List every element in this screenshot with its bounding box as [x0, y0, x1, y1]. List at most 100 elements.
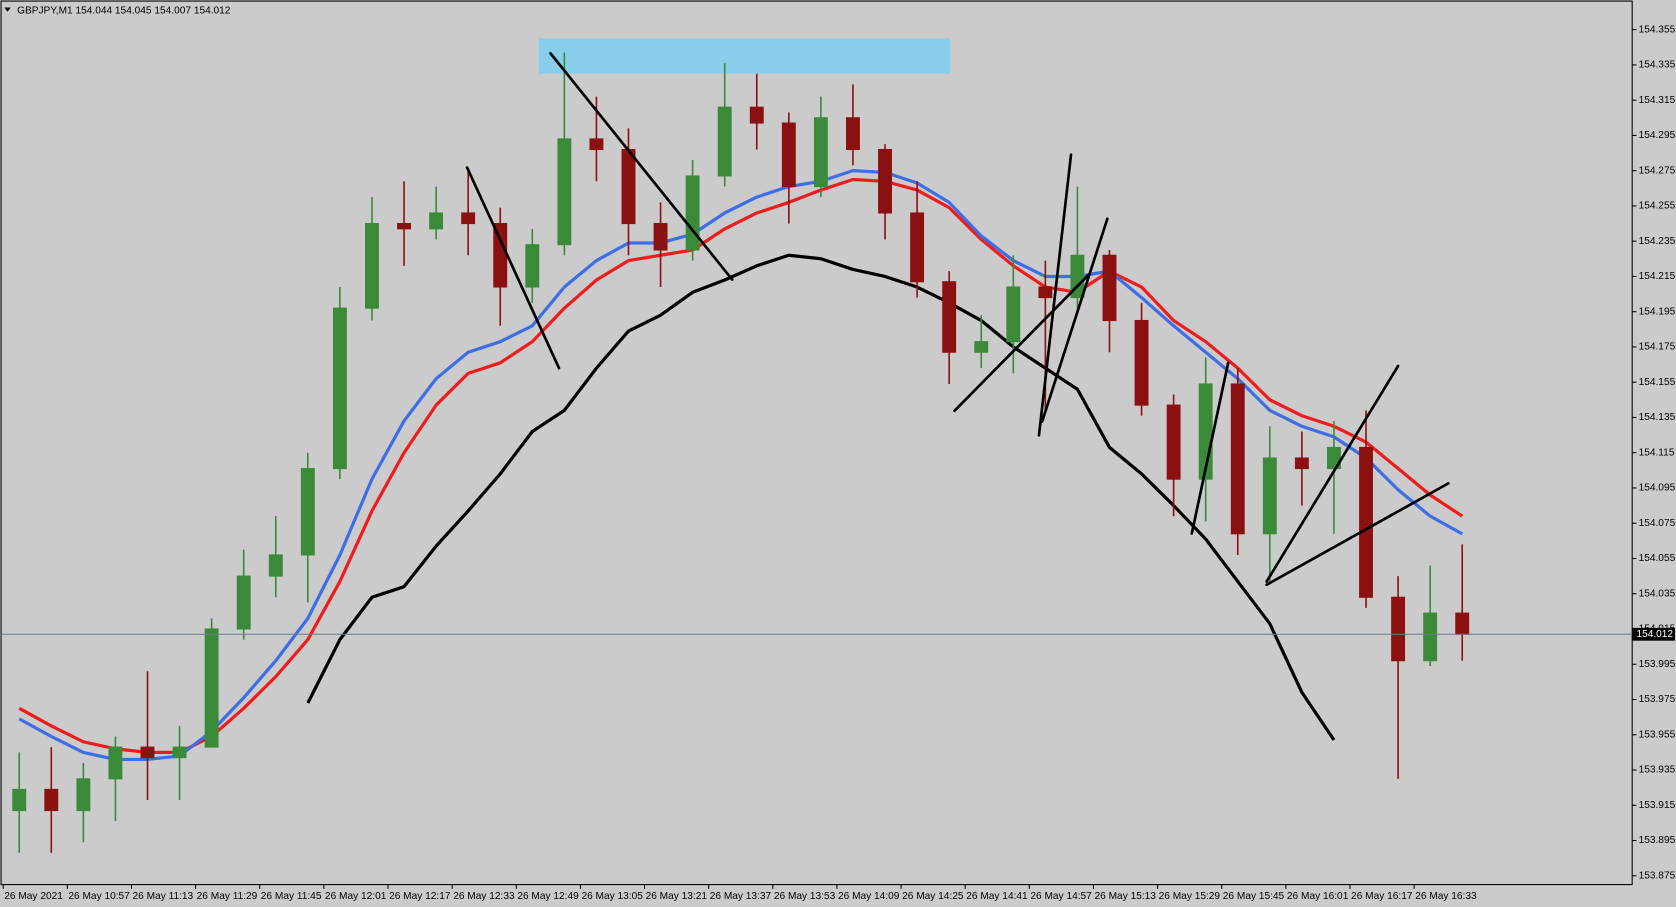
x-tick-label: 26 May 15:13 [1095, 891, 1157, 902]
candle-body [461, 212, 476, 225]
y-tick-label: 154.235 [1639, 236, 1676, 247]
candle-body [1294, 457, 1309, 470]
candle-body [589, 138, 604, 151]
y-tick-label: 153.975 [1639, 694, 1676, 705]
x-tick-label: 26 May 13:05 [581, 891, 643, 902]
candle-body [1327, 446, 1341, 470]
y-tick-label: 154.055 [1639, 553, 1676, 564]
moving-average [18, 177, 1464, 754]
y-tick-label: 154.335 [1639, 60, 1676, 71]
trendline [1040, 217, 1109, 423]
candle-body [1166, 404, 1181, 480]
y-tick-label: 153.955 [1639, 729, 1676, 740]
candle-body [44, 788, 59, 812]
candle-body [942, 281, 957, 353]
candle-body [429, 212, 444, 230]
candles [12, 52, 1470, 853]
candle-body [1006, 286, 1021, 343]
candle-body [108, 746, 123, 780]
current-price-box [1632, 627, 1675, 641]
candle-body [332, 307, 347, 470]
y-tick-label: 154.035 [1639, 588, 1676, 599]
candle-body [846, 117, 860, 151]
trendline [1037, 153, 1073, 437]
candle-body [172, 746, 187, 759]
axes: 153.875 153.895 153.915 153.935 153.955 153.9… [1, 24, 1676, 902]
candle-body [717, 106, 732, 177]
moving-average [306, 253, 1336, 741]
candle-body [974, 341, 989, 353]
candle-body [1423, 612, 1438, 662]
candle-body [1134, 319, 1149, 406]
candle-body [268, 554, 283, 577]
y-tick-label: 154.295 [1639, 130, 1676, 141]
candle-body [557, 138, 572, 246]
y-tick-label: 154.135 [1639, 412, 1676, 423]
indicators [18, 169, 1464, 762]
menu-arrow [4, 7, 11, 12]
x-tick-label: 26 May 13:53 [774, 891, 836, 902]
x-tick-label: 26 May 12:01 [325, 891, 387, 902]
candle-body [1455, 612, 1470, 635]
x-tick-label: 26 May 12:49 [517, 891, 579, 902]
candle-body [781, 122, 796, 188]
candle-body [76, 778, 91, 812]
y-tick-label: 154.175 [1639, 342, 1676, 353]
x-tick-label: 26 May 11:45 [261, 891, 322, 902]
candle-body [1102, 254, 1117, 322]
x-tick-label: 26 May 11:13 [133, 891, 194, 902]
candle-body [397, 223, 411, 230]
x-tick-label: 26 May 15:45 [1223, 891, 1285, 902]
candle-body [204, 628, 219, 748]
x-tick-label: 26 May 2021 [4, 891, 63, 902]
candle-body [878, 148, 892, 214]
y-tick-label: 153.935 [1639, 765, 1676, 776]
x-tick-label: 26 May 12:33 [453, 891, 515, 902]
trendline [465, 166, 561, 370]
y-tick-label: 154.255 [1639, 201, 1676, 212]
candle-body [300, 468, 315, 556]
candle-body [1262, 457, 1277, 535]
candle-body [910, 212, 925, 283]
candle-body [1038, 286, 1053, 299]
candle-body [621, 148, 636, 225]
x-tick-label: 26 May 14:09 [838, 891, 900, 902]
x-tick-label: 26 May 16:01 [1287, 891, 1349, 902]
y-tick-label: 154.155 [1639, 377, 1676, 388]
x-tick-label: 26 May 14:25 [902, 891, 964, 902]
y-tick-label: 154.315 [1639, 95, 1676, 106]
y-tick-label: 154.095 [1639, 483, 1676, 494]
x-tick-label: 26 May 10:57 [68, 891, 130, 902]
y-tick-label: 154.355 [1639, 24, 1676, 35]
x-tick-label: 26 May 13:37 [710, 891, 772, 902]
resistance-zone [538, 38, 951, 74]
x-tick-label: 26 May 16:17 [1351, 891, 1413, 902]
x-tick-label: 26 May 14:57 [1030, 891, 1092, 902]
x-tick-label: 26 May 14:41 [966, 891, 1028, 902]
candle-body [365, 223, 379, 309]
candle-body [749, 106, 764, 124]
candle-body [140, 746, 155, 759]
y-tick-label: 153.875 [1639, 870, 1676, 881]
candle-body [236, 575, 251, 630]
y-tick-label: 154.115 [1639, 447, 1675, 458]
candle-body [685, 175, 700, 251]
trendline [1190, 361, 1230, 535]
trendline [953, 273, 1090, 413]
x-tick-label: 26 May 16:33 [1415, 891, 1477, 902]
y-tick-label: 154.215 [1639, 271, 1676, 282]
trendline [1265, 482, 1450, 587]
candle-body [1230, 383, 1245, 535]
chart-title: GBPJPY,M1 154.044 154.045 154.007 154.01… [17, 5, 231, 16]
candle-body [653, 223, 668, 251]
candle-body [12, 788, 27, 812]
trendline [1265, 364, 1400, 583]
trendline [549, 52, 734, 281]
x-tick-label: 26 May 13:21 [646, 891, 708, 902]
y-tick-label: 154.275 [1639, 165, 1676, 176]
current-price-label: 154.012 [1636, 629, 1673, 640]
candle-body [1359, 446, 1373, 598]
x-tick-label: 26 May 12:17 [389, 891, 451, 902]
